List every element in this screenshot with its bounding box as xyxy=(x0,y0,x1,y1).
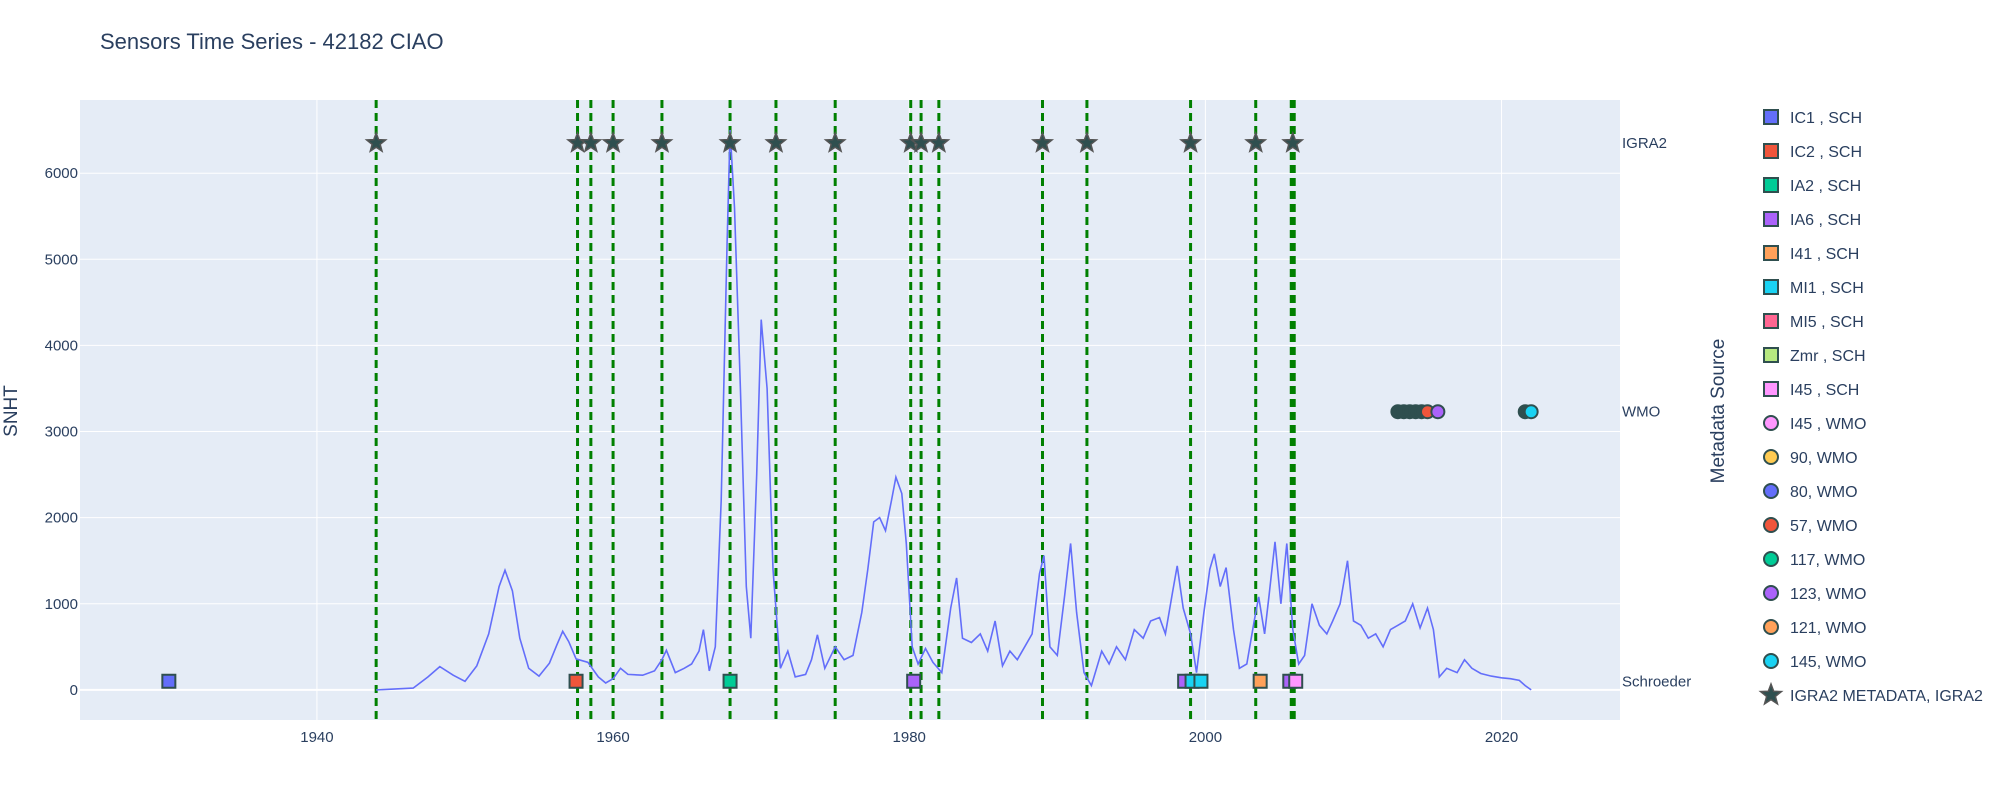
legend-square-symbol xyxy=(1763,143,1779,159)
igra2-star-marker xyxy=(1281,130,1305,153)
x-tick-label: 2020 xyxy=(1485,729,1518,746)
snht-series-line xyxy=(376,130,1532,691)
y-tick-label: 5000 xyxy=(45,251,78,268)
row-labels: IGRA2 WMO Schroeder xyxy=(1622,135,1691,690)
igra2-star-marker xyxy=(1030,130,1055,153)
legend-square-symbol xyxy=(1763,347,1779,363)
legend: IC1 , SCH IC2 , SCH IA2 , SCH IA6 , SCH I41 … xyxy=(1758,109,1983,706)
igra2-star-marker xyxy=(1244,130,1268,153)
igra2-star-marker xyxy=(364,130,388,153)
markers xyxy=(161,130,1539,689)
legend-label: IGRA2 METADATA, IGRA2 xyxy=(1790,688,1983,705)
igra2-star-marker xyxy=(1179,130,1203,153)
schroeder-marker xyxy=(161,673,177,689)
x-axis: 1940 1960 1980 2000 2020 xyxy=(300,729,1518,746)
wmo-marker xyxy=(1523,404,1539,420)
schroeder-marker xyxy=(1193,673,1209,689)
legend-label: Zmr , SCH xyxy=(1790,348,1866,365)
schroeder-marker xyxy=(1288,673,1304,689)
schroeder-marker xyxy=(1252,673,1268,689)
legend-circle-symbol xyxy=(1763,517,1779,533)
legend-label: IC1 , SCH xyxy=(1790,110,1862,127)
legend-square-symbol xyxy=(1763,279,1779,295)
legend-label: I45 , WMO xyxy=(1790,416,1866,433)
legend-label: MI1 , SCH xyxy=(1790,280,1864,297)
y-axis: 0 1000 2000 3000 4000 5000 6000 xyxy=(45,165,78,699)
legend-circle-symbol xyxy=(1763,415,1779,431)
igra2-star-marker xyxy=(764,130,788,153)
y-tick-label: 2000 xyxy=(45,510,78,527)
legend-label: 90, WMO xyxy=(1790,450,1858,467)
legend-circle-symbol xyxy=(1763,551,1779,567)
igra2-star-marker xyxy=(823,130,847,153)
igra2-star-marker xyxy=(1075,130,1099,153)
schroeder-marker xyxy=(906,673,922,689)
x-tick-label: 2000 xyxy=(1189,729,1222,746)
legend-label: IA2 , SCH xyxy=(1790,178,1861,195)
legend-square-symbol xyxy=(1763,109,1779,125)
row-label: IGRA2 xyxy=(1622,135,1667,152)
y-tick-label: 3000 xyxy=(45,424,78,441)
legend-circle-symbol xyxy=(1763,449,1779,465)
schroeder-marker xyxy=(722,673,738,689)
legend-circle-symbol xyxy=(1763,619,1779,635)
y-tick-label: 1000 xyxy=(45,596,78,613)
legend-square-symbol xyxy=(1763,381,1779,397)
x-tick-label: 1960 xyxy=(596,729,629,746)
legend-label: 57, WMO xyxy=(1790,518,1858,535)
y-tick-label: 6000 xyxy=(45,165,78,182)
legend-label: IA6 , SCH xyxy=(1790,212,1861,229)
igra2-star-marker xyxy=(601,130,625,153)
igra2-star-marker xyxy=(927,130,951,153)
row-label: Schroeder xyxy=(1622,673,1691,690)
legend-label: IC2 , SCH xyxy=(1790,144,1862,161)
legend-square-symbol xyxy=(1763,177,1779,193)
legend-square-symbol xyxy=(1763,211,1779,227)
row-label: WMO xyxy=(1622,404,1660,421)
y-tick-label: 4000 xyxy=(45,337,78,354)
plot-area xyxy=(80,100,1620,720)
y-axis-title: SNHT xyxy=(1,385,22,437)
legend-label: 145, WMO xyxy=(1790,654,1866,671)
legend-circle-symbol xyxy=(1763,483,1779,499)
schroeder-marker xyxy=(568,673,584,689)
chart-title: Sensors Time Series - 42182 CIAO xyxy=(100,29,444,54)
legend-label: MI5 , SCH xyxy=(1790,314,1864,331)
legend-label: 117, WMO xyxy=(1790,552,1865,569)
legend-star-symbol xyxy=(1758,681,1784,706)
legend-circle-symbol xyxy=(1763,653,1779,669)
y-tick-label: 0 xyxy=(70,682,78,699)
legend-label: I45 , SCH xyxy=(1790,382,1859,399)
x-tick-label: 1980 xyxy=(893,729,926,746)
legend-square-symbol xyxy=(1763,313,1779,329)
legend-circle-symbol xyxy=(1763,585,1779,601)
wmo-marker xyxy=(1430,404,1446,420)
grid xyxy=(80,100,1620,720)
legend-square-symbol xyxy=(1763,245,1779,261)
igra2-star-marker xyxy=(650,130,674,153)
igra2-star-marker xyxy=(579,130,603,153)
legend-label: 80, WMO xyxy=(1790,484,1858,501)
legend-label: I41 , SCH xyxy=(1790,246,1859,263)
x-tick-label: 1940 xyxy=(300,729,333,746)
legend-title: Metadata Source xyxy=(1708,339,1729,484)
legend-label: 121, WMO xyxy=(1790,620,1866,637)
legend-label: 123, WMO xyxy=(1790,586,1866,603)
igra2-star-marker xyxy=(718,130,742,153)
